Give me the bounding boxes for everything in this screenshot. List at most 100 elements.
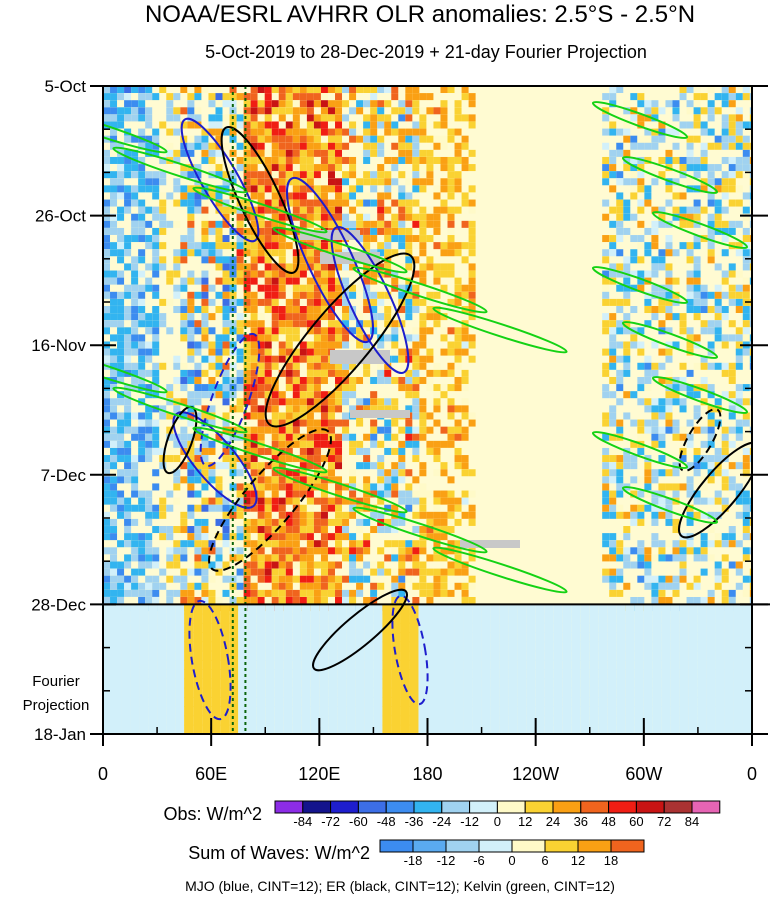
anomaly-cell [728,462,736,470]
anomaly-cell [152,327,160,335]
anomaly-cell [201,533,209,541]
anomaly-cell [187,320,195,328]
anomaly-cell [672,213,680,221]
anomaly-cell [419,235,427,243]
anomaly-cell [250,313,258,321]
projection-cell [598,613,608,624]
anomaly-cell [651,419,659,427]
projection-cell [571,696,581,707]
anomaly-cell [243,526,251,534]
projection-cell [526,715,536,726]
anomaly-cell [714,284,722,292]
anomaly-cell [335,242,343,250]
anomaly-cell [327,291,335,299]
anomaly-cell [124,398,132,406]
anomaly-cell [461,135,469,143]
anomaly-cell [208,156,216,164]
anomaly-cell [742,547,750,555]
projection-cell [193,696,203,707]
waves-legend-swatch [511,839,546,853]
anomaly-cell [320,142,328,150]
anomaly-cell [391,547,399,555]
projection-cell [283,604,293,615]
anomaly-cell [110,320,118,328]
anomaly-cell [320,206,328,214]
anomaly-cell [356,405,364,413]
projection-cell [472,724,482,734]
anomaly-cell [257,114,265,122]
projection-cell [121,715,131,726]
projection-cell [553,604,563,615]
projection-cell [400,632,410,643]
anomaly-cell [426,355,434,363]
projection-cell [220,706,230,717]
anomaly-cell [320,596,328,604]
anomaly-cell [433,398,441,406]
projection-cell [427,604,437,615]
anomaly-cell [180,426,188,434]
anomaly-cell [124,391,132,399]
anomaly-cell [117,249,125,257]
anomaly-cell [320,334,328,342]
anomaly-cell [110,547,118,555]
anomaly-cell [721,596,729,604]
anomaly-cell [103,547,110,555]
anomaly-cell [327,533,335,541]
projection-cell [688,678,698,689]
anomaly-cell [356,284,364,292]
projection-cell [391,706,401,717]
anomaly-cell [187,483,195,491]
projection-cell [652,659,662,670]
anomaly-cell [384,178,392,186]
anomaly-cell [602,164,610,172]
anomaly-cell [686,270,694,278]
chart-subtitle: 5-Oct-2019 to 28-Dec-2019 + 21-day Fouri… [205,42,647,62]
anomaly-cell [335,398,343,406]
projection-cell [553,613,563,624]
anomaly-cell [320,213,328,221]
anomaly-cell [700,298,708,306]
projection-cell [400,724,410,734]
projection-cell [337,659,347,670]
anomaly-cell [630,419,638,427]
anomaly-cell [454,249,462,257]
projection-cell [337,650,347,661]
anomaly-cell [278,327,286,335]
projection-cell [112,622,122,633]
anomaly-cell [299,476,307,484]
anomaly-cell [173,291,181,299]
anomaly-cell [208,227,216,235]
anomaly-cell [320,107,328,115]
anomaly-cell [285,277,293,285]
anomaly-cell [349,192,357,200]
anomaly-cell [138,206,146,214]
anomaly-cell [391,334,399,342]
anomaly-cell [370,93,378,101]
projection-cell [364,650,374,661]
anomaly-cell [637,511,645,519]
anomaly-cell [292,497,300,505]
anomaly-cell [377,164,385,172]
anomaly-cell [616,426,624,434]
anomaly-cell [616,149,624,157]
anomaly-cell [180,540,188,548]
anomaly-cell [257,547,265,555]
anomaly-cell [644,270,652,278]
anomaly-cell [110,433,118,441]
anomaly-cell [349,263,357,271]
projection-cell [670,715,680,726]
anomaly-cell [222,277,230,285]
projection-cell [643,622,653,633]
anomaly-cell [728,476,736,484]
projection-cell [337,696,347,707]
anomaly-cell [714,455,722,463]
projection-cell [148,678,158,689]
projection-cell [517,613,527,624]
anomaly-cell [117,192,125,200]
anomaly-cell [187,199,195,207]
anomaly-cell [749,220,752,228]
anomaly-cell [138,504,146,512]
anomaly-cell [194,306,202,314]
anomaly-cell [306,533,314,541]
projection-cell [445,669,455,680]
